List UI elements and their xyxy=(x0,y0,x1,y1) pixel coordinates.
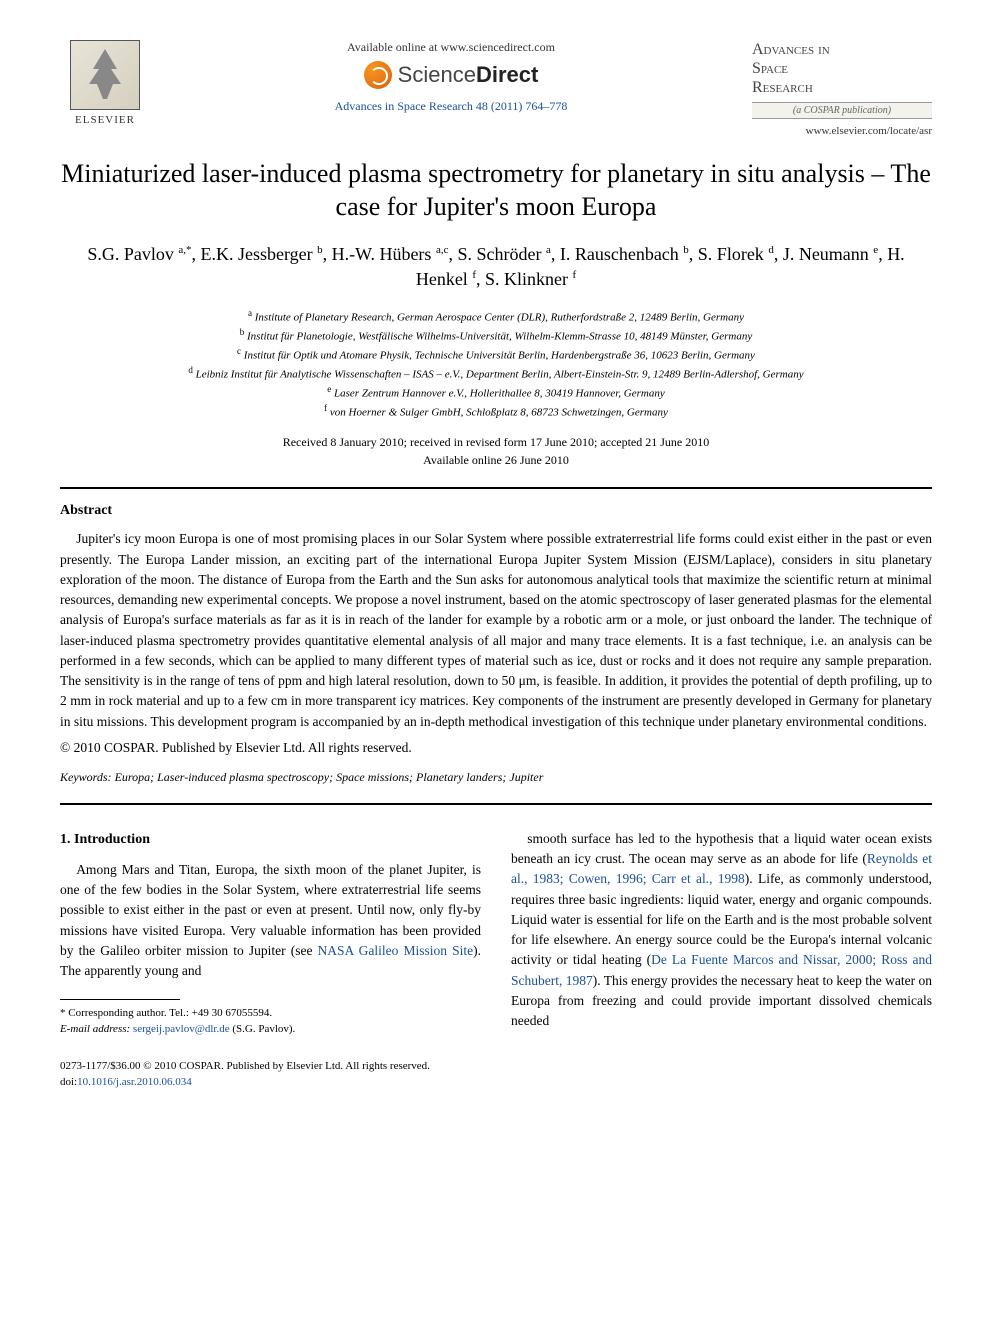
sd-brand-part2: Direct xyxy=(476,62,538,87)
affiliation-item: e Laser Zentrum Hannover e.V., Hollerith… xyxy=(60,383,932,402)
intro-para-right: smooth surface has led to the hypothesis… xyxy=(511,829,932,1032)
affiliations: a Institute of Planetary Research, Germa… xyxy=(60,307,932,422)
author-list: S.G. Pavlov a,*, E.K. Jessberger b, H.-W… xyxy=(60,242,932,292)
affiliation-item: b Institut für Planetologie, Westfälisch… xyxy=(60,326,932,345)
footnotes: * Corresponding author. Tel.: +49 30 670… xyxy=(60,1006,481,1037)
abstract-body: Jupiter's icy moon Europa is one of most… xyxy=(60,529,932,732)
section-1-heading: 1. Introduction xyxy=(60,829,481,850)
doi-line: doi:10.1016/j.asr.2010.06.034 xyxy=(60,1075,932,1090)
intro-para-left: Among Mars and Titan, Europa, the sixth … xyxy=(60,860,481,982)
right-column: smooth surface has led to the hypothesis… xyxy=(511,829,932,1037)
corresponding-author: * Corresponding author. Tel.: +49 30 670… xyxy=(60,1006,481,1021)
abstract-heading: Abstract xyxy=(60,503,932,519)
available-online-text: Available online at www.sciencedirect.co… xyxy=(170,40,732,55)
separator-top xyxy=(60,487,932,489)
article-title: Miniaturized laser-induced plasma spectr… xyxy=(60,157,932,225)
keywords-line: Keywords: Europa; Laser-induced plasma s… xyxy=(60,770,932,785)
keywords-values: Europa; Laser-induced plasma spectroscop… xyxy=(115,770,544,784)
copyright-line: © 2010 COSPAR. Published by Elsevier Ltd… xyxy=(60,740,932,756)
elsevier-tree-icon xyxy=(70,40,140,110)
email-label: E-mail address: xyxy=(60,1023,130,1035)
journal-title-box: Advances in Space Research xyxy=(752,40,932,98)
sciencedirect-wordmark: ScienceDirect xyxy=(398,62,539,88)
page-footer: 0273-1177/$36.00 © 2010 COSPAR. Publishe… xyxy=(60,1059,932,1090)
affiliation-item: a Institute of Planetary Research, Germa… xyxy=(60,307,932,326)
online-date: Available online 26 June 2010 xyxy=(60,451,932,469)
center-header: Available online at www.sciencedirect.co… xyxy=(150,40,752,114)
article-dates: Received 8 January 2010; received in rev… xyxy=(60,433,932,469)
affiliation-item: c Institut für Optik und Atomare Physik,… xyxy=(60,345,932,364)
page-header: ELSEVIER Available online at www.science… xyxy=(60,40,932,137)
journal-title-line3: Research xyxy=(752,78,932,97)
affiliation-item: d Leibniz Institut für Analytische Wisse… xyxy=(60,364,932,383)
left-column: 1. Introduction Among Mars and Titan, Eu… xyxy=(60,829,481,1037)
sciencedirect-swirl-icon xyxy=(364,61,392,89)
journal-reference: Advances in Space Research 48 (2011) 764… xyxy=(170,99,732,114)
footnote-separator xyxy=(60,999,180,1000)
journal-title-line2: Space xyxy=(752,59,932,78)
email-line: E-mail address: sergeij.pavlov@dlr.de (S… xyxy=(60,1022,481,1037)
email-attribution: (S.G. Pavlov). xyxy=(232,1023,295,1035)
elsevier-logo: ELSEVIER xyxy=(60,40,150,126)
journal-url[interactable]: www.elsevier.com/locate/asr xyxy=(752,125,932,137)
sciencedirect-logo: ScienceDirect xyxy=(170,61,732,89)
received-dates: Received 8 January 2010; received in rev… xyxy=(60,433,932,451)
doi-link[interactable]: 10.1016/j.asr.2010.06.034 xyxy=(77,1076,192,1088)
affiliation-item: f von Hoerner & Sulger GmbH, Schloßplatz… xyxy=(60,402,932,421)
elsevier-label: ELSEVIER xyxy=(75,114,135,126)
keywords-label: Keywords: xyxy=(60,770,112,784)
email-address[interactable]: sergeij.pavlov@dlr.de xyxy=(133,1023,230,1035)
issn-line: 0273-1177/$36.00 © 2010 COSPAR. Publishe… xyxy=(60,1059,932,1074)
body-columns: 1. Introduction Among Mars and Titan, Eu… xyxy=(60,829,932,1037)
right-header: Advances in Space Research (a COSPAR pub… xyxy=(752,40,932,137)
cospar-publication-label: (a COSPAR publication) xyxy=(752,102,932,119)
journal-ref-link[interactable]: Advances in Space Research 48 (2011) 764… xyxy=(335,99,568,113)
journal-title-line1: Advances in xyxy=(752,40,932,59)
separator-bottom xyxy=(60,803,932,805)
sd-brand-part1: Science xyxy=(398,62,476,87)
